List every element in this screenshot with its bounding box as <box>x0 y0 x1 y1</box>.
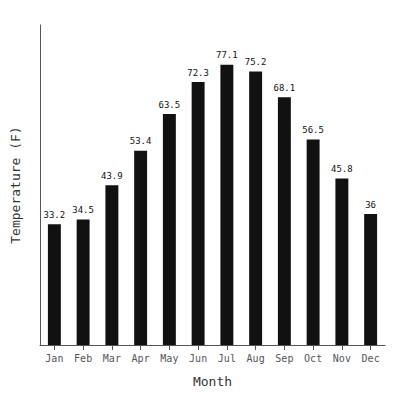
svg-text:63.5: 63.5 <box>159 100 181 110</box>
svg-text:Oct: Oct <box>304 353 322 364</box>
svg-text:Jun: Jun <box>189 353 207 364</box>
svg-text:43.9: 43.9 <box>101 171 123 181</box>
svg-text:34.5: 34.5 <box>72 205 94 215</box>
svg-text:Month: Month <box>193 374 232 389</box>
svg-text:36: 36 <box>365 200 376 210</box>
svg-text:72.3: 72.3 <box>187 68 209 78</box>
svg-text:May: May <box>160 353 178 364</box>
svg-text:75.2: 75.2 <box>245 57 267 67</box>
svg-text:Temperature (F): Temperature (F) <box>8 126 23 243</box>
svg-text:Mar: Mar <box>103 353 121 364</box>
svg-text:Sep: Sep <box>275 353 293 364</box>
svg-text:45.8: 45.8 <box>331 164 353 174</box>
svg-text:53.4: 53.4 <box>130 136 152 146</box>
svg-text:68.1: 68.1 <box>274 83 296 93</box>
svg-text:Jan: Jan <box>45 353 63 364</box>
svg-text:Nov: Nov <box>333 353 351 364</box>
svg-text:Feb: Feb <box>74 353 92 364</box>
svg-text:Jul: Jul <box>218 353 236 364</box>
svg-text:77.1: 77.1 <box>216 50 238 60</box>
svg-text:56.5: 56.5 <box>302 125 324 135</box>
svg-text:Aug: Aug <box>247 353 265 364</box>
svg-text:Dec: Dec <box>362 353 380 364</box>
svg-text:33.2: 33.2 <box>44 210 66 220</box>
svg-text:Apr: Apr <box>132 353 150 364</box>
